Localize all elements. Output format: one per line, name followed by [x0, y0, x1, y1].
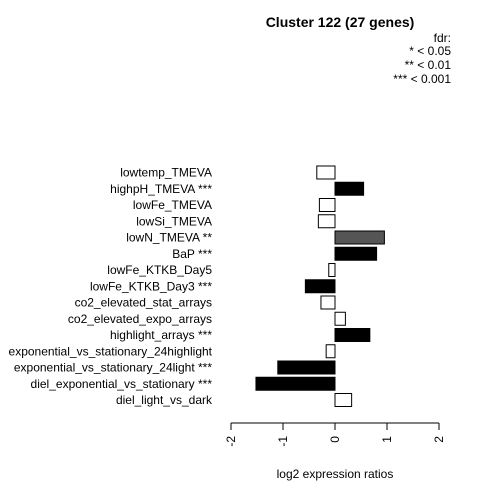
category-label-9: co2_elevated_expo_arrays — [68, 312, 212, 326]
legend-entry-3: *** < 0.001 — [393, 72, 451, 86]
bar-8 — [320, 295, 336, 310]
x-tick-label-3: 1 — [380, 436, 394, 443]
bar-7 — [304, 279, 336, 294]
bar-3 — [317, 214, 336, 229]
category-label-12: exponential_vs_stationary_24light *** — [14, 361, 212, 375]
bar-14 — [334, 393, 353, 407]
bars-group — [255, 165, 385, 407]
bar-6 — [328, 263, 336, 277]
chart-title: Cluster 122 (27 genes) — [266, 14, 415, 30]
x-tick-label-2: 0 — [328, 436, 342, 443]
category-label-7: lowFe_KTKB_Day3 *** — [90, 279, 212, 293]
legend-entry-2: ** < 0.01 — [405, 58, 452, 72]
category-label-11: exponential_vs_stationary_24highlight — [9, 344, 213, 358]
legend: fdr: * < 0.05 ** < 0.01 *** < 0.001 — [393, 31, 451, 86]
x-axis-label: log2 expression ratios — [277, 467, 394, 481]
category-label-13: diel_exponential_vs_stationary *** — [31, 377, 213, 391]
bar-4 — [334, 230, 385, 245]
bar-5 — [334, 246, 378, 261]
x-tick-label-4: 2 — [432, 436, 446, 443]
legend-entry-1: * < 0.05 — [409, 44, 451, 58]
bar-0 — [316, 165, 336, 180]
category-label-4: lowN_TMEVA ** — [126, 231, 212, 245]
bar-1 — [334, 181, 365, 196]
legend-title: fdr: — [434, 31, 451, 45]
category-label-3: lowSi_TMEVA — [136, 214, 212, 228]
category-label-1: highpH_TMEVA *** — [110, 182, 212, 196]
category-labels: lowtemp_TMEVA highpH_TMEVA *** lowFe_TMEVA… — [9, 166, 213, 408]
bar-11 — [325, 344, 336, 359]
bar-10 — [334, 328, 371, 342]
category-label-8: co2_elevated_stat_arrays — [75, 296, 212, 310]
category-label-6: lowFe_KTKB_Day5 — [107, 263, 212, 277]
category-label-2: lowFe_TMEVA — [133, 198, 212, 212]
category-label-5: BaP *** — [172, 247, 212, 261]
category-label-0: lowtemp_TMEVA — [120, 166, 212, 180]
category-label-14: diel_light_vs_dark — [116, 393, 213, 407]
bar-9 — [334, 311, 346, 326]
bar-12 — [277, 360, 336, 375]
category-label-10: highlight_arrays *** — [110, 328, 212, 342]
x-tick-label-0: -2 — [224, 436, 238, 447]
x-axis: -2 -1 0 1 2 — [224, 422, 446, 447]
x-tick-label-1: -1 — [276, 436, 290, 447]
bar-2 — [318, 198, 336, 212]
bar-13 — [255, 376, 336, 391]
